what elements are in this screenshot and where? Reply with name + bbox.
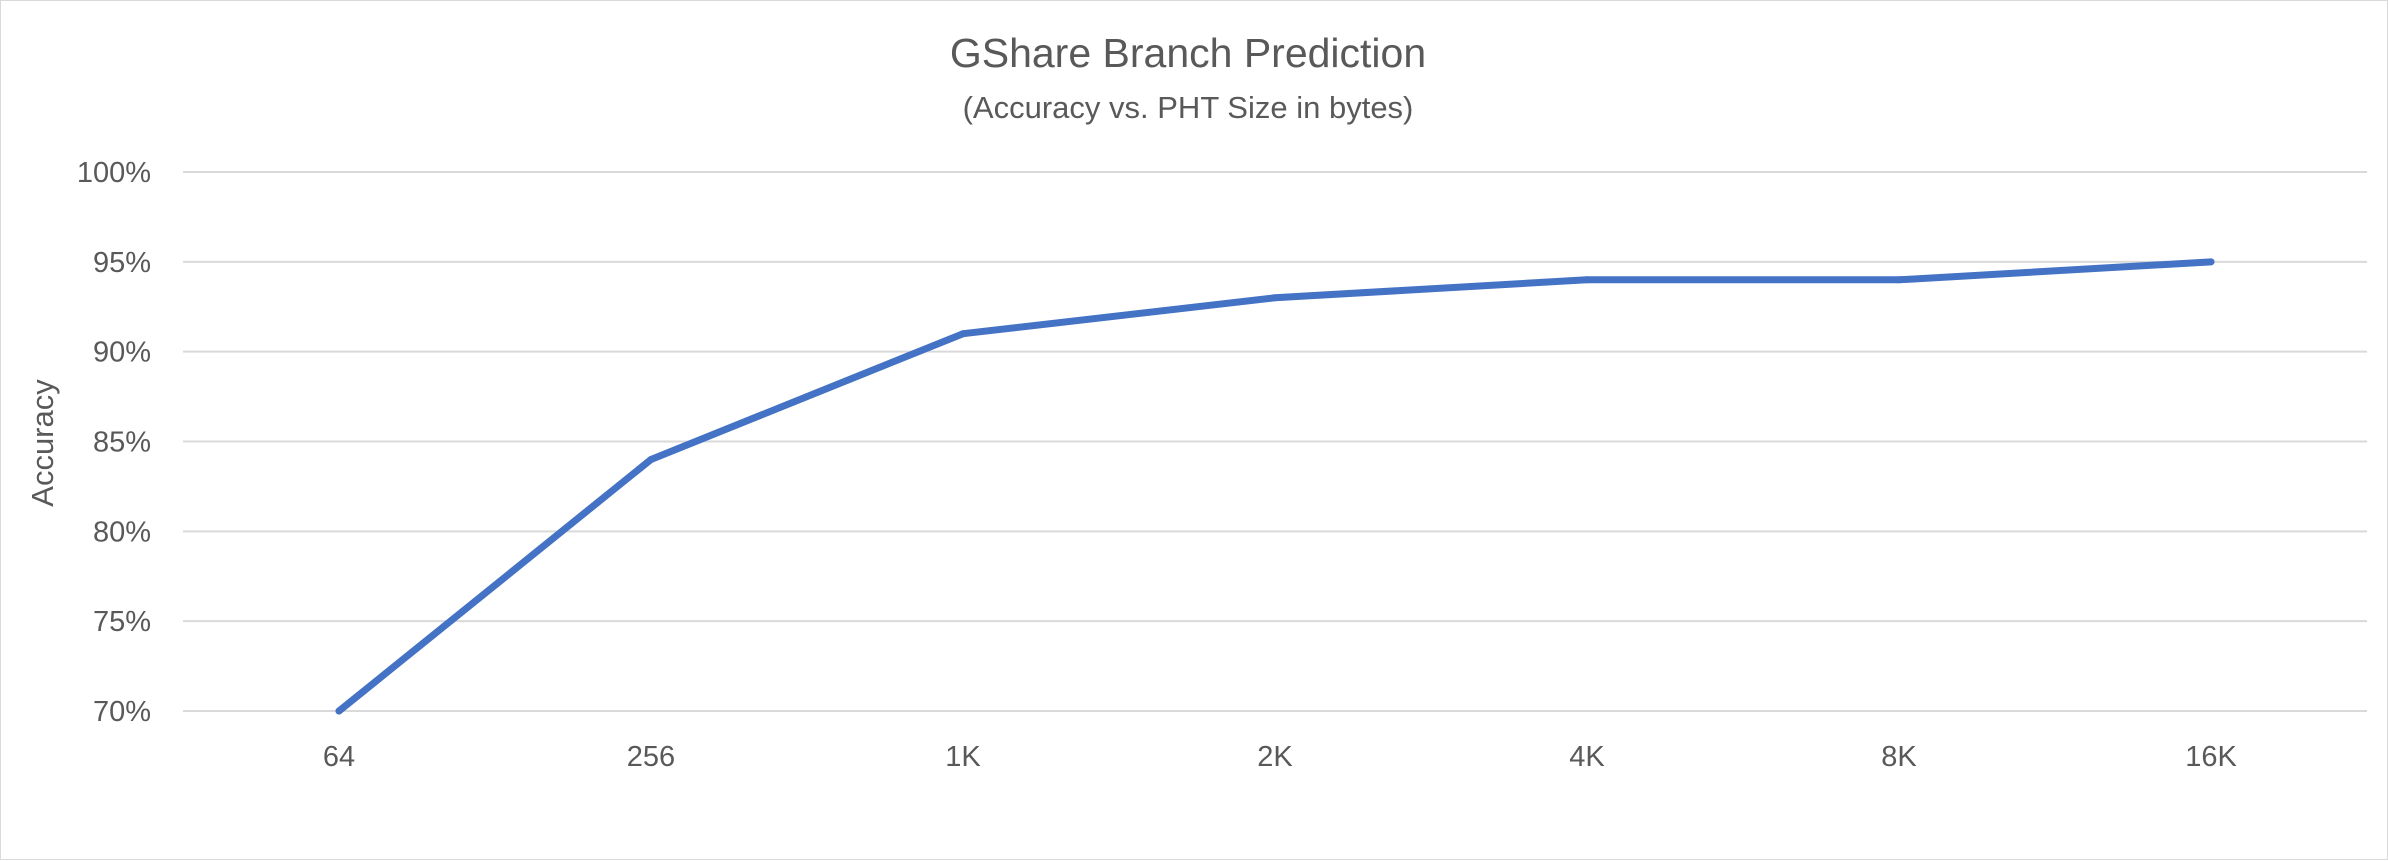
data-point [335, 707, 343, 715]
x-tick-label: 1K [945, 741, 981, 773]
y-tick-label: 75% [93, 606, 151, 638]
y-tick-label: 85% [93, 427, 151, 459]
y-axis-title: Accuracy [25, 379, 60, 507]
data-point [1583, 276, 1591, 284]
x-tick-label: 64 [323, 741, 355, 773]
y-axis-ticks: 100% 95% 90% 85% 80% 75% 70% [77, 157, 151, 728]
y-tick-label: 80% [93, 516, 151, 548]
data-point [959, 330, 967, 338]
data-point [2207, 258, 2215, 266]
chart-title: GShare Branch Prediction [950, 30, 1426, 76]
x-tick-label: 8K [1881, 741, 1917, 773]
x-axis-ticks: 64 256 1K 2K 4K 8K 16K [323, 741, 2238, 773]
x-tick-label: 16K [2185, 741, 2237, 773]
data-point [1271, 294, 1279, 302]
data-point [647, 455, 655, 463]
gridlines [183, 171, 2367, 712]
series-layer [335, 258, 2215, 715]
x-tick-label: 2K [1257, 741, 1293, 773]
x-tick-label: 4K [1569, 741, 1605, 773]
data-point [1895, 276, 1903, 284]
y-tick-label: 100% [77, 157, 151, 189]
chart-subtitle: (Accuracy vs. PHT Size in bytes) [963, 90, 1414, 125]
x-tick-label: 256 [627, 741, 675, 773]
series-line [335, 258, 2215, 715]
y-tick-label: 70% [93, 696, 151, 728]
y-tick-label: 90% [93, 337, 151, 369]
y-tick-label: 95% [93, 247, 151, 279]
